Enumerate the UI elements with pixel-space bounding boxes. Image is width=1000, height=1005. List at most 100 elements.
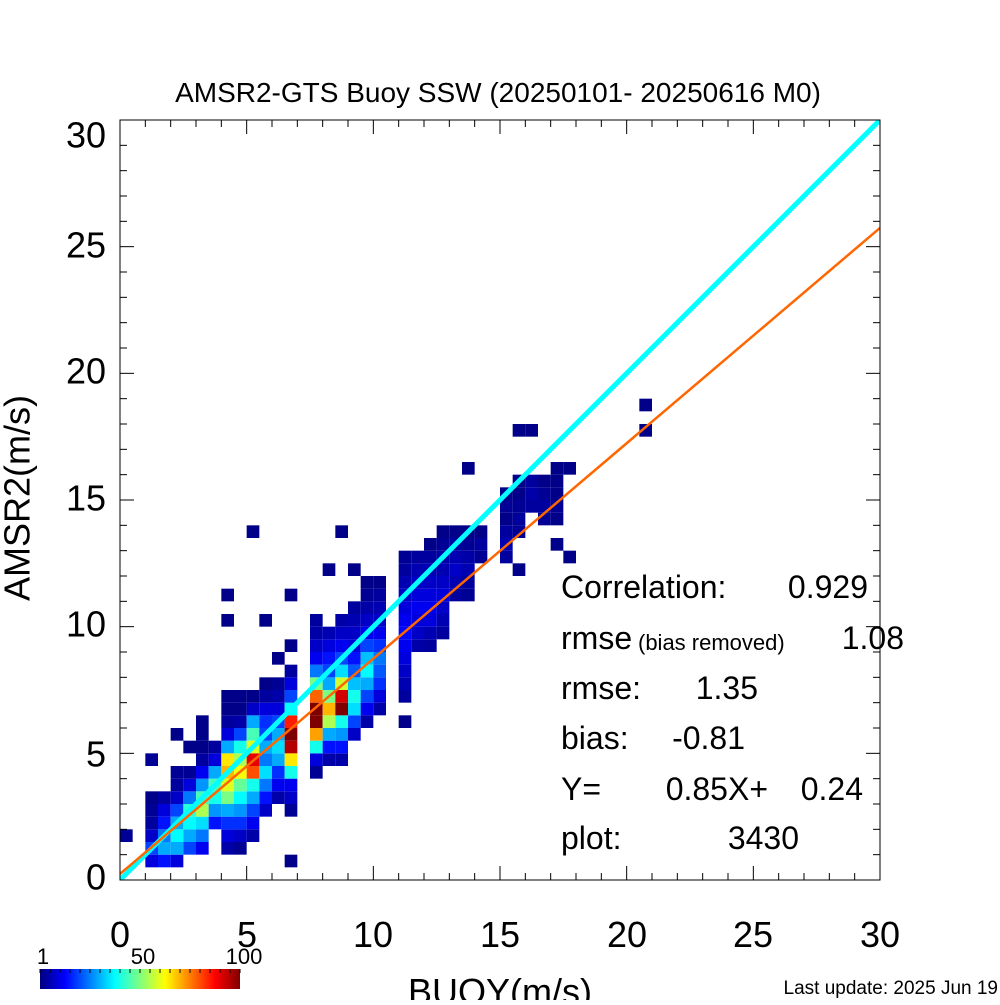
heatmap-bin bbox=[310, 639, 323, 652]
colorbar-gradient bbox=[40, 969, 240, 989]
heatmap-bin bbox=[234, 804, 247, 817]
heatmap-bin bbox=[322, 728, 336, 741]
heatmap-bin bbox=[550, 512, 564, 526]
heatmap-bin bbox=[373, 677, 386, 690]
heatmap-bin bbox=[310, 740, 323, 754]
heatmap-bin bbox=[221, 778, 234, 792]
heatmap-bin bbox=[170, 766, 184, 779]
heatmap-bin bbox=[170, 829, 184, 842]
heatmap-bin bbox=[335, 702, 348, 716]
heatmap-bin bbox=[348, 690, 361, 703]
heatmap-bin bbox=[234, 728, 247, 741]
heatmap-bin bbox=[196, 715, 209, 728]
heatmap-bin bbox=[322, 563, 336, 576]
heatmap-bin bbox=[284, 690, 298, 703]
heatmap-bin bbox=[449, 550, 462, 564]
x-tick-label-15: 15 bbox=[480, 914, 520, 955]
heatmap-bin bbox=[373, 664, 386, 678]
heatmap-bin bbox=[348, 677, 361, 690]
heatmap-bin bbox=[373, 576, 386, 589]
heatmap-bin bbox=[322, 753, 336, 766]
heatmap-bin bbox=[462, 462, 475, 475]
heatmap-bin bbox=[234, 715, 247, 728]
heatmap-bin bbox=[424, 639, 437, 652]
heatmap-bin bbox=[322, 702, 336, 716]
heatmap-bin bbox=[272, 740, 285, 754]
heatmap-bin bbox=[196, 842, 209, 855]
heatmap-bin bbox=[208, 740, 222, 754]
heatmap-bin bbox=[310, 728, 323, 741]
heatmap-bin bbox=[221, 791, 234, 804]
heatmap-bin bbox=[284, 753, 298, 766]
heatmap-bin bbox=[221, 829, 234, 842]
heatmap-bin bbox=[424, 601, 437, 614]
heatmap-bin bbox=[183, 740, 196, 754]
heatmap-bin bbox=[170, 778, 184, 792]
colorbar-max-label: 100 bbox=[226, 944, 263, 969]
heatmap-bins bbox=[120, 398, 652, 868]
heatmap-bin bbox=[550, 462, 564, 475]
heatmap-bin bbox=[639, 398, 652, 412]
heatmap-bin bbox=[234, 842, 247, 855]
heatmap-bin bbox=[525, 474, 538, 488]
heatmap-bin bbox=[221, 804, 234, 817]
stat-rmse-br-label: rmse bbox=[561, 620, 632, 656]
heatmap-bin bbox=[360, 601, 374, 614]
heatmap-bin bbox=[398, 639, 412, 652]
heatmap-bin bbox=[272, 766, 285, 779]
heatmap-bin bbox=[310, 715, 323, 728]
heatmap-bin bbox=[398, 601, 412, 614]
heatmap-bin bbox=[335, 690, 348, 703]
heatmap-bin bbox=[310, 664, 323, 678]
heatmap-bin bbox=[234, 829, 247, 842]
heatmap-bin bbox=[221, 753, 234, 766]
heatmap-bin bbox=[512, 512, 526, 526]
heatmap-bin bbox=[373, 702, 386, 716]
heatmap-bin bbox=[208, 816, 222, 830]
heatmap-bin bbox=[474, 550, 488, 564]
heatmap-bin bbox=[512, 487, 526, 500]
heatmap-bin bbox=[120, 829, 133, 842]
regression-lines bbox=[120, 120, 880, 880]
heatmap-bin bbox=[272, 652, 285, 665]
heatmap-bin bbox=[145, 829, 158, 842]
heatmap-bin bbox=[398, 614, 412, 627]
heatmap-bin bbox=[234, 740, 247, 754]
heatmap-bin bbox=[373, 639, 386, 652]
heatmap-bin bbox=[259, 702, 272, 716]
heatmap-bin bbox=[272, 690, 285, 703]
stat-plot-count: 3430 bbox=[728, 820, 799, 856]
y-tick-label-20: 20 bbox=[66, 351, 106, 392]
heatmap-bin bbox=[145, 816, 158, 830]
heatmap-bin bbox=[272, 753, 285, 766]
heatmap-bin bbox=[234, 791, 247, 804]
heatmap-bin bbox=[246, 816, 260, 830]
heatmap-bin bbox=[335, 626, 348, 640]
heatmap-bin bbox=[335, 614, 348, 627]
heatmap-bin bbox=[411, 626, 424, 640]
heatmap-bin bbox=[221, 614, 234, 627]
last-update-text: Last update: 2025 Jun 19 bbox=[784, 978, 998, 999]
heatmap-bin bbox=[246, 715, 260, 728]
heatmap-bin bbox=[436, 525, 450, 538]
heatmap-bin bbox=[158, 804, 171, 817]
stats-box: Correlation: 0.929 rmse (bias removed) 1… bbox=[561, 569, 904, 856]
heatmap-bin bbox=[411, 639, 424, 652]
heatmap-bin bbox=[196, 753, 209, 766]
heatmap-bin bbox=[563, 550, 576, 564]
heatmap-bin bbox=[322, 626, 336, 640]
heatmap-bin bbox=[221, 740, 234, 754]
heatmap-bin bbox=[462, 538, 475, 551]
heatmap-bin bbox=[424, 626, 437, 640]
heatmap-bin bbox=[170, 854, 184, 868]
y-tick-label-5: 5 bbox=[86, 734, 106, 775]
heatmap-bin bbox=[284, 664, 298, 678]
heatmap-bin bbox=[373, 588, 386, 602]
stat-correlation-value: 0.929 bbox=[788, 569, 868, 605]
heatmap-bin bbox=[170, 842, 184, 855]
heatmap-bin bbox=[322, 652, 336, 665]
heatmap-bin bbox=[234, 702, 247, 716]
colorbar-min-label: 1 bbox=[37, 944, 49, 969]
heatmap-bin bbox=[246, 728, 260, 741]
